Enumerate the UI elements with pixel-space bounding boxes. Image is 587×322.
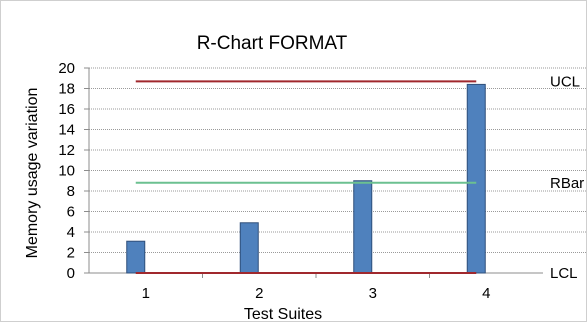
y-tick-label: 6 [67,204,75,221]
reference-lines: UCL RBar LCL [135,73,584,282]
y-tick-label: 18 [58,81,75,98]
x-tick-label: 1 [142,285,150,302]
y-tick-label: 0 [67,265,75,282]
reference-label-rbar: RBar [550,175,584,192]
x-tick-labels: 1 2 3 4 [142,273,490,302]
y-tick-label: 4 [67,224,75,241]
chart-title: R-Chart FORMAT [197,33,348,54]
y-tick-label: 12 [58,142,75,159]
bar-1 [126,240,146,274]
reference-label-lcl: LCL [550,265,578,282]
x-tick-label: 2 [255,285,263,302]
y-tick-label: 10 [58,163,75,180]
gridlines [89,67,586,253]
bar-4 [466,83,486,274]
x-tick-label: 4 [482,285,490,302]
bars [126,83,486,274]
reference-label-ucl: UCL [550,73,580,90]
y-tick-label: 2 [67,245,75,262]
y-tick-label: 20 [58,60,75,77]
bar-2 [239,222,259,274]
bar-3 [353,180,373,274]
x-tick-label: 3 [369,285,377,302]
y-tick-label: 8 [67,183,75,200]
x-axis-label: Test Suites [244,306,322,321]
y-tick-label: 16 [58,101,75,118]
y-tick-labels: 0 2 4 6 8 10 12 14 16 18 20 [58,60,89,282]
y-tick-label: 14 [58,122,75,139]
y-axis-label: Memory usage variation [24,88,41,259]
